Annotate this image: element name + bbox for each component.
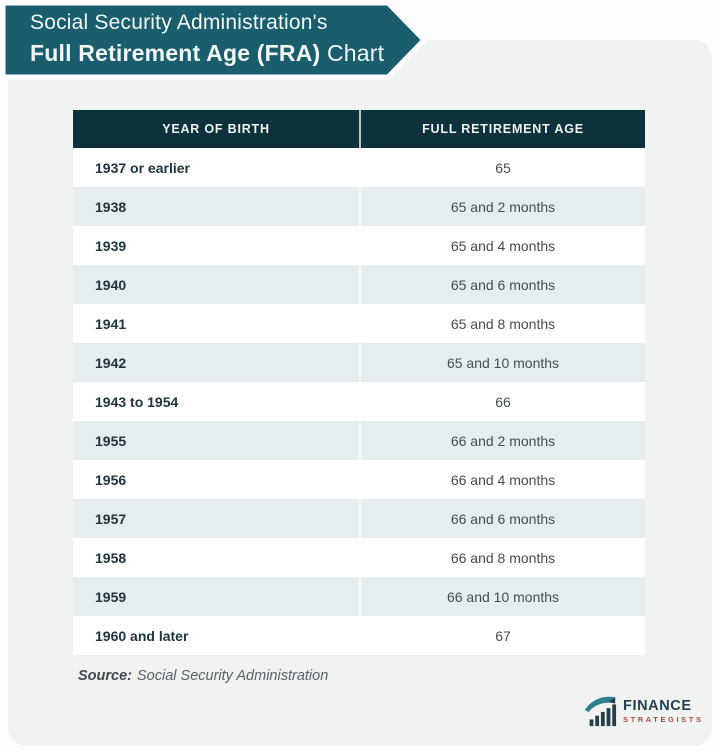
banner-pennant-shape [0, 0, 427, 80]
year-of-birth-cell: 1959 [95, 588, 127, 605]
year-of-birth-cell: 1957 [95, 510, 127, 527]
year-of-birth-cell: 1939 [95, 237, 127, 254]
full-retirement-age-cell: 66 and 10 months [359, 577, 645, 616]
table-row: 1940 65 and 6 months [73, 265, 645, 304]
full-retirement-age-cell: 66 and 2 months [359, 421, 645, 460]
table-row: 1957 66 and 6 months [73, 499, 645, 538]
banner-title: Social Security Administration's Full Re… [30, 9, 384, 70]
full-retirement-age-cell: 65 and 8 months [359, 304, 645, 343]
full-retirement-age-cell: 65 [359, 148, 645, 187]
logo-text: FINANCE STRATEGISTS [623, 699, 704, 723]
table-row: 1939 65 and 4 months [73, 226, 645, 265]
column-header-full-retirement-age: FULL RETIREMENT AGE [359, 110, 645, 148]
full-retirement-age-cell: 65 and 6 months [359, 265, 645, 304]
full-retirement-age-cell: 66 and 4 months [359, 460, 645, 499]
year-of-birth-cell: 1955 [95, 432, 127, 449]
year-of-birth-cell: 1958 [95, 549, 127, 566]
banner-line2-bold: Full Retirement Age (FRA) [30, 39, 321, 66]
full-retirement-age-cell: 66 and 6 months [359, 499, 645, 538]
table-row: 1937 or earlier 65 [73, 148, 645, 187]
column-header-year-of-birth: YEAR OF BIRTH [162, 122, 270, 136]
full-retirement-age-cell: 65 and 10 months [359, 343, 645, 382]
year-of-birth-cell: 1943 to 1954 [95, 393, 179, 410]
table-row: 1938 65 and 2 months [73, 187, 645, 226]
title-banner: Social Security Administration's Full Re… [0, 0, 432, 82]
banner-line1: Social Security Administration's [30, 11, 328, 34]
banner-line2: Full Retirement Age (FRA) Chart [30, 38, 384, 70]
table-row: 1942 65 and 10 months [73, 343, 645, 382]
year-of-birth-cell: 1941 [95, 315, 127, 332]
year-of-birth-cell: 1938 [95, 198, 127, 215]
table-row: 1941 65 and 8 months [73, 304, 645, 343]
source-text: Social Security Administration [137, 668, 329, 684]
fra-table: YEAR OF BIRTH FULL RETIREMENT AGE 1937 o… [73, 110, 645, 655]
year-of-birth-cell: 1942 [95, 354, 127, 371]
table-row: 1956 66 and 4 months [73, 460, 645, 499]
bar-chart-swoosh-icon [584, 696, 617, 727]
logo-name: FINANCE [623, 698, 692, 714]
table-row: 1955 66 and 2 months [73, 421, 645, 460]
logo-subname: STRATEGISTS [623, 714, 704, 724]
full-retirement-age-cell: 66 [359, 382, 645, 421]
table-body: 1937 or earlier 65 1938 65 and 2 months 1939… [73, 148, 645, 655]
full-retirement-age-cell: 67 [359, 616, 645, 655]
source-label: Source: [78, 668, 132, 684]
full-retirement-age-cell: 65 and 4 months [359, 226, 645, 265]
table-row: 1958 66 and 8 months [73, 538, 645, 577]
year-of-birth-cell: 1940 [95, 276, 127, 293]
full-retirement-age-cell: 66 and 8 months [359, 538, 645, 577]
table-row: 1959 66 and 10 months [73, 577, 645, 616]
finance-strategists-logo: FINANCE STRATEGISTS [583, 694, 704, 728]
table-row: 1943 to 1954 66 [73, 382, 645, 421]
banner-line2-rest: Chart [320, 39, 385, 66]
year-of-birth-cell: 1937 or earlier [95, 159, 190, 176]
table-row: 1960 and later 67 [73, 616, 645, 655]
source-line: Source: Social Security Administration [78, 668, 328, 684]
year-of-birth-cell: 1956 [95, 471, 127, 488]
table-header-row: YEAR OF BIRTH FULL RETIREMENT AGE [73, 110, 645, 148]
full-retirement-age-cell: 65 and 2 months [359, 187, 645, 226]
year-of-birth-cell: 1960 and later [95, 627, 189, 644]
